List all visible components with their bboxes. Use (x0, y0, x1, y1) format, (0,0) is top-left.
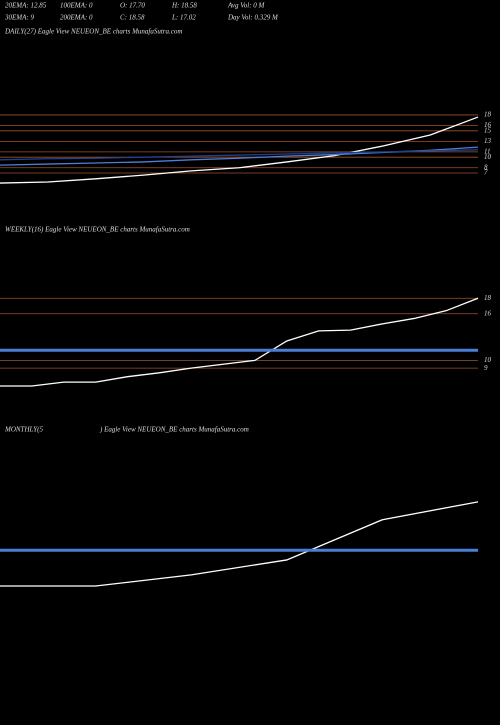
y-tick-label: 8 (484, 163, 488, 171)
series-line (0, 501, 479, 587)
header-stat: C: 18.58 (120, 14, 145, 22)
header-stat: 200EMA: 0 (60, 14, 93, 22)
y-tick-label: 10 (484, 153, 492, 161)
header-stat: 30EMA: 9 (4, 14, 34, 22)
header-stat: O: 17.70 (120, 2, 145, 10)
y-tick-label: 15 (484, 126, 492, 134)
header-stat: 20EMA: 12.85 (5, 2, 47, 10)
y-tick-label: 13 (484, 137, 492, 145)
header-stat: L: 17.02 (171, 14, 196, 22)
header-stat: H: 18.58 (171, 2, 197, 10)
series-line (0, 149, 479, 161)
series-line (0, 146, 479, 166)
panel-title: WEEKLY(16) Eagle View NEUEON_BE charts M… (5, 226, 190, 234)
panel-subtitle: ) Eagle View NEUEON_BE charts MunafaSutr… (99, 426, 249, 434)
y-tick-label: 9 (484, 364, 488, 372)
series-line (0, 297, 479, 387)
y-tick-label: 11 (484, 148, 490, 156)
header-stat: Day Vol: 0.329 M (227, 14, 279, 22)
y-tick-label: 18 (484, 111, 492, 119)
panel-title: MONTHLY(5 (4, 426, 43, 434)
series-line (0, 116, 479, 184)
panel-title: DAILY(27) Eagle View NEUEON_BE charts Mu… (4, 28, 182, 36)
y-tick-label: 16 (484, 121, 492, 129)
y-tick-label: 18 (484, 294, 492, 302)
header-stat: 100EMA: 0 (60, 2, 93, 10)
y-tick-label: 7 (484, 169, 488, 177)
y-tick-label: 10 (484, 356, 492, 364)
header-stat: Avg Vol: 0 M (227, 2, 266, 10)
y-tick-label: 16 (484, 309, 492, 317)
